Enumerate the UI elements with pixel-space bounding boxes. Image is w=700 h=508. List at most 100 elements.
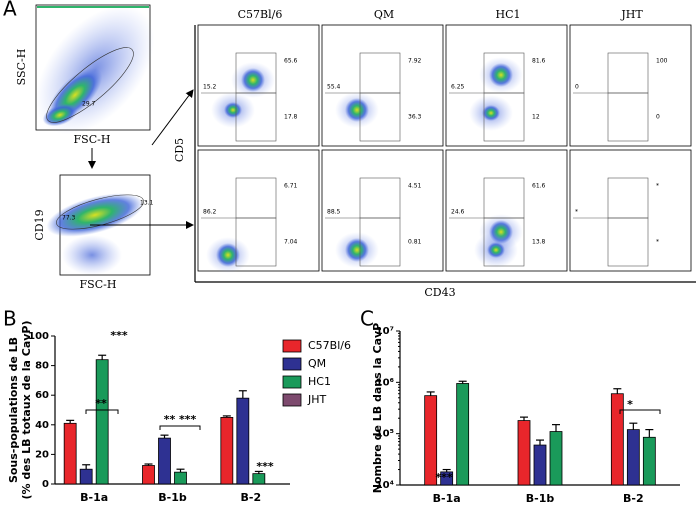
gate [607,217,649,267]
gate-value: 29.7 [82,101,96,108]
bar [252,473,266,485]
event-cloud [345,238,369,262]
x-tick-label: B-1a [433,492,461,505]
axis-label: CD19 [33,209,46,240]
axis-label: Nombre de LB dans la CavP [371,323,384,493]
gate [607,92,649,142]
y-tick-label: 20 [35,449,49,460]
quadrant-value: 0 [575,84,579,91]
panel-label: A [3,0,17,21]
significance: *** [435,471,453,484]
bar [63,422,77,485]
quadrant-value: 86.2 [203,209,217,216]
column-header: QM [374,8,394,21]
significance: * [627,398,633,411]
quadrant-value: 24.6 [451,209,465,216]
quadrant-value: 36.3 [408,114,422,121]
quadrant-value: 17.8 [284,114,298,121]
legend-label: C57Bl/6 [308,339,351,352]
panel-label: C [360,307,374,331]
quadrant-value: 0.81 [408,239,422,246]
y-tick-label: 40 [35,420,49,431]
quadrant-value: 0 [656,114,660,121]
bar [440,471,454,486]
legend-label: HC1 [308,375,331,388]
y-tick-label: 100 [28,331,49,342]
legend-swatch [282,357,302,371]
axis-label: (% des LB totaux de la CavP) [20,320,33,499]
plot-frame [569,24,692,147]
event-cloud [345,98,369,122]
column-header: JHT [620,8,643,21]
axis-label: FSC-H [80,278,117,291]
event-cloud [224,102,242,118]
quadrant-value: 88.5 [327,209,341,216]
bar [424,395,438,486]
bar [220,416,234,485]
bar [95,359,109,485]
bar [642,436,656,486]
bar [533,444,547,486]
axis-label: Sous-populations de LB [7,337,20,483]
x-tick-label: B-1b [158,491,187,504]
bar [517,420,531,486]
bar [142,465,155,485]
plot-frame [321,24,444,147]
bar [79,468,93,485]
legend-label: JHT [307,393,327,406]
bar [626,429,640,486]
gate [359,217,401,267]
event-cloud [241,68,265,92]
bar [174,471,187,485]
y-tick-label: 10⁶ [376,377,394,388]
bar [610,393,624,486]
quadrant-value: 6.71 [284,183,298,190]
event-cloud [46,193,144,237]
quadrant-value: 15.2 [203,84,217,91]
axis-label: CD43 [424,286,455,299]
y-tick-label: 60 [35,390,49,401]
y-tick-label: 10⁵ [376,429,394,440]
arrow [151,89,194,146]
panel-label: B [3,307,17,331]
significance: *** [256,460,274,473]
significance: ** *** [164,413,197,426]
plot-frame [569,149,692,272]
event-cloud [42,103,78,127]
quadrant-value: 7.92 [408,58,422,65]
quadrant-value: 6.25 [451,84,465,91]
axis-label: SSC-H [15,49,28,86]
bar [456,383,470,486]
axis-label: CD5 [173,138,186,162]
significance: *** [110,329,128,342]
gate [483,92,525,142]
column-header: C57Bl/6 [238,8,283,21]
y-tick-label: 10⁷ [376,326,394,337]
gate [483,217,525,267]
bracket [619,409,661,414]
x-tick-label: B-2 [241,491,262,504]
column-header: HC1 [495,8,520,21]
event-cloud [216,243,240,267]
legend-swatch [282,339,302,353]
y-tick-label: 10⁴ [376,480,394,491]
bar [236,397,250,485]
event-cloud [489,63,513,87]
quadrant-value: 13.8 [532,239,546,246]
bracket [159,425,201,430]
bracket [85,409,119,414]
x-tick-label: B-1b [526,492,555,505]
quadrant-value: * [575,209,578,216]
quadrant-value: 4.51 [408,183,422,190]
y-tick-label: 80 [35,361,49,372]
gate [359,92,401,142]
axis-label: FSC-H [74,133,111,146]
quadrant-value: 81.6 [532,58,546,65]
gate-value: 13.1 [140,200,154,207]
gate [235,217,277,267]
quadrant-value: 7.04 [284,239,298,246]
quadrant-value: * [656,183,659,190]
bar [549,431,563,486]
gate [235,92,277,142]
